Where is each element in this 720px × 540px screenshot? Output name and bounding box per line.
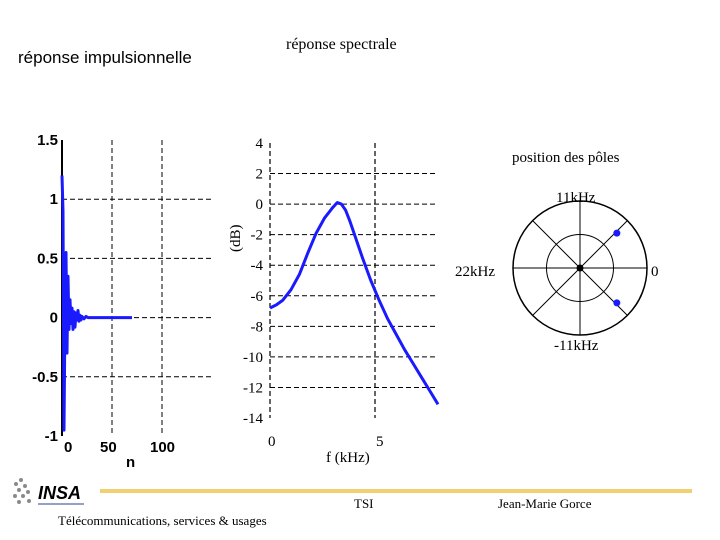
impulse-ytick-label: 1.5 (37, 132, 58, 149)
spectrum-ytick-label: 4 (256, 136, 264, 152)
footer-divider (100, 489, 692, 493)
spectrum-ytick-label: -4 (251, 258, 264, 274)
impulse-ytick-label: 0 (50, 310, 58, 327)
impulse-ytick-label: -0.5 (32, 369, 58, 386)
spectrum-ytick-label: 0 (256, 197, 264, 213)
spectrum-ytick-label: -10 (243, 350, 263, 366)
radial-line (579, 220, 628, 269)
spectrum-xtick-label: 5 (376, 434, 384, 450)
insa-logo: INSA (13, 478, 84, 505)
impulse-series-line (60, 175, 132, 432)
spectrum-xtick-label: 0 (268, 434, 276, 450)
spectrum-ytick-label: -2 (251, 228, 264, 244)
freq-label-top: 11kHz (556, 190, 596, 206)
radial-line (532, 267, 581, 316)
impulse-ytick-label: -1 (45, 428, 58, 445)
impulse-ytick-label: 1 (50, 191, 58, 208)
spectrum-ytick-label: -14 (243, 411, 263, 427)
spectrum-ylabel: (dB) (228, 225, 244, 253)
freq-label-bottom: -11kHz (554, 338, 599, 354)
spectrum-title: réponse spectrale (286, 36, 397, 53)
spectrum-ytick-label: -6 (251, 289, 264, 305)
spectrum-ytick-label: 2 (256, 167, 264, 183)
pole-chart-title: position des pôles (512, 150, 620, 166)
impulse-xtick-label: 50 (100, 439, 117, 456)
impulse-xtick-label: 0 (64, 439, 72, 456)
zero-marker (576, 264, 584, 272)
impulse-title: réponse impulsionnelle (18, 48, 192, 67)
freq-label-left: 22kHz (455, 264, 495, 280)
spectrum-ytick-label: -8 (251, 319, 264, 335)
pole-position-chart: position des pôles 11kHz 22kHz 0 -11kHz (455, 150, 659, 354)
footer-author: Jean-Marie Gorce (498, 496, 592, 511)
spectrum-series-line (269, 201, 440, 406)
impulse-xtick-label: 100 (150, 439, 175, 456)
impulse-ytick-label: 0.5 (37, 250, 58, 267)
impulse-xlabel: n (126, 454, 135, 471)
footer-organization: Télécommunications, services & usages (58, 513, 267, 528)
pole-conjugate-marker (613, 299, 621, 307)
radial-line (579, 267, 628, 316)
spectrum-xlabel: f (kHz) (326, 450, 370, 466)
freq-label-right: 0 (651, 264, 659, 280)
spectral-response-chart: 4 2 0 -2 -4 -6 -8 -10 -12 -14 0 5 f (kHz) (dB) (228, 136, 440, 466)
spectrum-ytick-label: -12 (243, 380, 263, 396)
impulse-response-chart: 0 50 100 1.5 1 0.5 0 -0.5 -1 n (32, 132, 212, 471)
footer-department: TSI (354, 496, 374, 511)
radial-line (532, 220, 581, 269)
pole-marker (613, 229, 621, 237)
svg-text:INSA: INSA (38, 483, 81, 503)
